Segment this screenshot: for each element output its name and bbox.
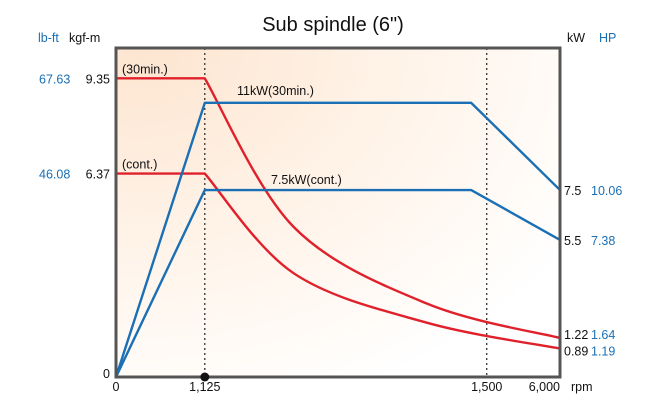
series-line-11kw-30min [114,101,561,378]
series-label-11kw-30min: 11kW(30min.) [237,84,314,98]
x-axis-unit: rpm [571,380,593,394]
power-end-hp-0: 10.06 [591,184,622,198]
x-tick-3: 6,000 [529,380,560,394]
torque-tick-kgfm-0: 9.35 [86,72,110,86]
base-speed-marker [200,372,210,382]
right-unit-metric: kW [567,31,585,45]
x-tick-0: 0 [113,380,120,394]
power-end-kw-3: 0.89 [564,345,588,359]
power-end-kw-0: 7.5 [564,184,581,198]
series-label-30min: (30min.) [122,62,168,76]
series-label-7-5kw-cont: 7.5kW(cont.) [271,173,342,187]
torque-tick-lbft-1: 46.08 [39,168,70,182]
x-tick-1: 1,125 [189,380,220,394]
power-end-hp-2: 1.64 [591,328,615,342]
torque-tick-kgfm-2: 0 [103,367,110,381]
right-unit-imperial: HP [599,31,616,45]
power-end-kw-2: 1.22 [564,328,588,342]
series-line-7-5kw-cont [114,188,561,378]
left-unit-imperial: lb-ft [38,31,59,45]
torque-tick-kgfm-1: 6.37 [86,168,110,182]
torque-tick-lbft-0: 67.63 [39,72,70,86]
power-end-kw-1: 5.5 [564,234,581,248]
series-label-cont: (cont.) [122,158,157,172]
power-end-hp-3: 1.19 [591,345,615,359]
left-unit-metric: kgf-m [69,31,100,45]
x-tick-2: 1,500 [471,380,502,394]
plot-frame [114,46,562,379]
series-line-30min [116,77,561,340]
chart-title: Sub spindle (6") [262,14,404,36]
series-line-cont [116,172,561,350]
power-end-hp-1: 7.38 [591,234,615,248]
plot-background [116,48,560,377]
